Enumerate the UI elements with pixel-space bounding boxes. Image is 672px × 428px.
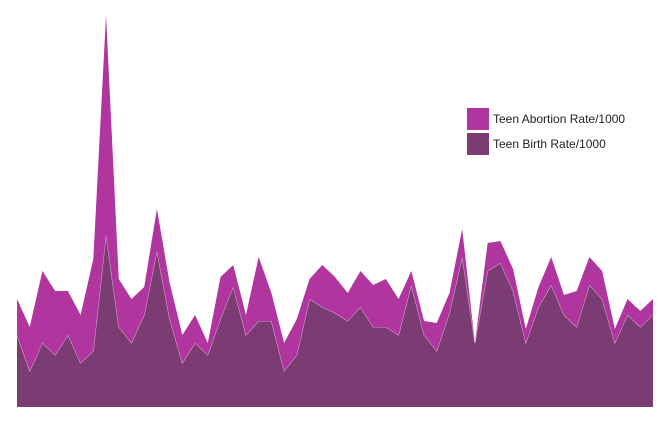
legend-label: Teen Birth Rate/1000 — [493, 137, 606, 151]
legend-label: Teen Abortion Rate/1000 — [493, 112, 625, 126]
legend-swatch — [467, 108, 489, 130]
area — [17, 15, 653, 371]
area — [17, 235, 653, 407]
legend-swatch — [467, 133, 489, 155]
